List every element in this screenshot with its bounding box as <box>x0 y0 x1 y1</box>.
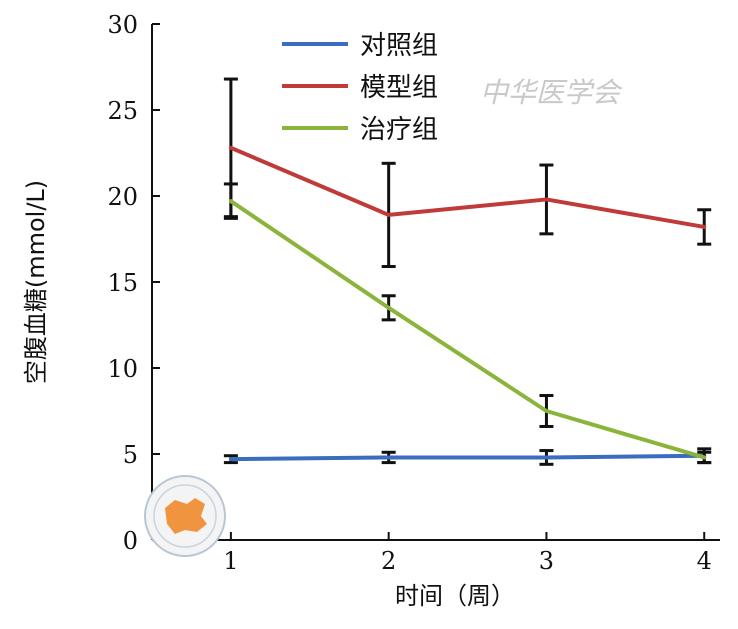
y-tick-label: 5 <box>123 441 138 469</box>
ticks: 0 5 10 15 20 25 30 1 2 3 4 <box>107 11 711 575</box>
y-tick-label: 10 <box>107 355 138 383</box>
x-tick-label: 3 <box>539 547 554 575</box>
legend-label: 治疗组 <box>360 115 438 145</box>
legend-label: 模型组 <box>360 73 438 103</box>
series-group <box>223 182 712 465</box>
watermark-text: 中华医学会 <box>480 76 623 109</box>
series-line <box>228 145 707 229</box>
x-tick-label: 4 <box>697 547 712 575</box>
y-tick-label: 15 <box>107 269 138 297</box>
y-tick-label: 20 <box>107 183 138 211</box>
y-axis-title: 空腹血糖(mmol/L) <box>22 180 50 384</box>
y-tick-label: 30 <box>107 11 138 39</box>
y-tick-label: 0 <box>123 527 138 555</box>
series-line <box>228 453 707 462</box>
x-tick-label: 1 <box>223 547 238 575</box>
x-axis-title: 时间（周） <box>395 582 515 610</box>
y-tick-label: 25 <box>107 97 138 125</box>
series-group <box>223 77 712 269</box>
series-group <box>223 447 712 466</box>
series-layer <box>223 77 712 466</box>
x-tick-label: 2 <box>381 547 396 575</box>
society-logo-seal <box>144 475 226 557</box>
legend-label: 对照组 <box>360 31 438 61</box>
series-line <box>228 199 707 460</box>
